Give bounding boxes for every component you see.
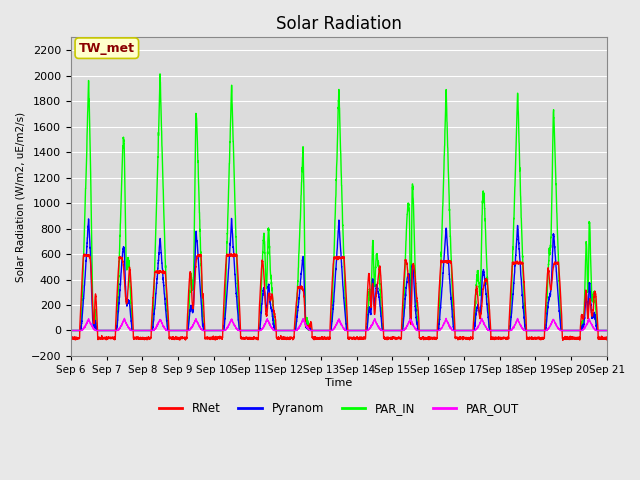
Line: Pyranom: Pyranom xyxy=(71,218,607,331)
PAR_OUT xyxy=(490,328,497,334)
PAR_IN xyxy=(429,328,437,334)
Pyranom xyxy=(163,323,171,328)
PAR_IN xyxy=(603,328,611,334)
PAR_IN xyxy=(156,71,164,77)
RNet xyxy=(227,251,235,257)
Pyranom xyxy=(603,328,611,334)
PAR_OUT xyxy=(319,328,326,334)
PAR_OUT xyxy=(67,328,75,334)
PAR_OUT xyxy=(603,328,611,334)
RNet xyxy=(319,336,326,342)
RNet xyxy=(459,335,467,341)
Pyranom xyxy=(319,328,326,334)
PAR_IN xyxy=(67,328,75,334)
RNet xyxy=(603,335,611,340)
PAR_IN xyxy=(163,314,171,320)
Pyranom xyxy=(67,328,75,334)
Pyranom xyxy=(490,328,497,334)
Title: Solar Radiation: Solar Radiation xyxy=(276,15,402,33)
RNet xyxy=(67,336,75,341)
PAR_IN xyxy=(459,328,467,334)
Pyranom xyxy=(602,328,610,334)
RNet xyxy=(559,337,566,343)
RNet xyxy=(603,336,611,342)
Pyranom xyxy=(429,328,437,334)
PAR_OUT xyxy=(429,328,437,334)
Legend: RNet, Pyranom, PAR_IN, PAR_OUT: RNet, Pyranom, PAR_IN, PAR_OUT xyxy=(154,398,524,420)
Text: TW_met: TW_met xyxy=(79,42,135,55)
PAR_IN xyxy=(490,328,497,334)
PAR_OUT xyxy=(120,315,128,321)
PAR_OUT xyxy=(602,328,610,334)
PAR_IN xyxy=(319,328,326,334)
RNet xyxy=(490,334,497,340)
RNet xyxy=(429,335,437,340)
Pyranom xyxy=(228,216,236,221)
PAR_IN xyxy=(602,328,610,334)
RNet xyxy=(163,294,171,300)
Y-axis label: Solar Radiation (W/m2, uE/m2/s): Solar Radiation (W/m2, uE/m2/s) xyxy=(15,111,25,282)
PAR_OUT xyxy=(163,328,171,334)
PAR_OUT xyxy=(459,328,467,334)
Pyranom xyxy=(459,328,467,334)
Line: PAR_OUT: PAR_OUT xyxy=(71,318,607,331)
Line: PAR_IN: PAR_IN xyxy=(71,74,607,331)
Line: RNet: RNet xyxy=(71,254,607,340)
X-axis label: Time: Time xyxy=(325,378,353,388)
